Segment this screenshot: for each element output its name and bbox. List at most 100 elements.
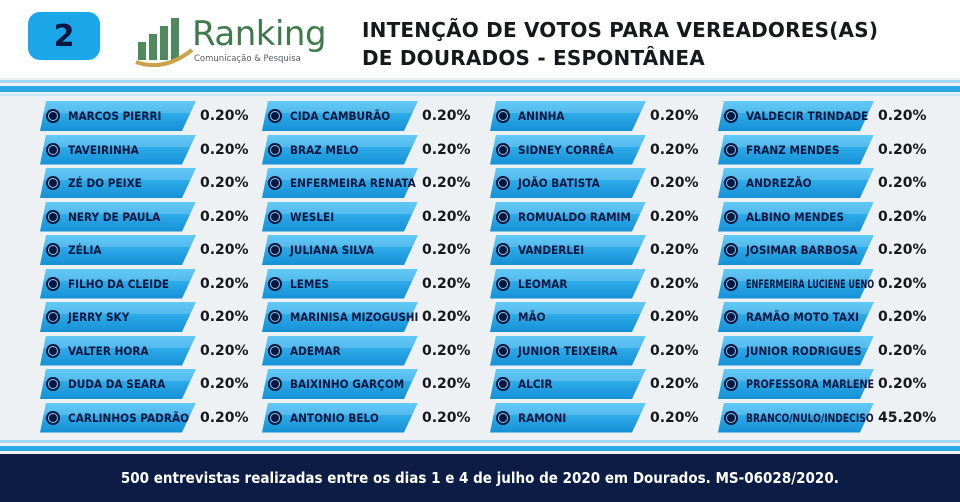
bullet-icon	[268, 276, 282, 291]
candidate-percentage: 0.20%	[878, 376, 927, 392]
candidate-name: MÃO	[518, 310, 546, 324]
candidate-name: ZÉLIA	[68, 243, 102, 257]
bullet-icon	[46, 243, 60, 257]
bullet-icon	[724, 343, 738, 358]
candidate-percentage: 0.20%	[422, 242, 471, 258]
candidate-name: ENFERMEIRA RENATA	[290, 176, 416, 190]
candidate-name: MARCOS PIERRI	[68, 109, 162, 123]
bar-chart-logo-icon	[135, 18, 194, 67]
candidate-percentage: 0.20%	[422, 208, 471, 225]
candidate-name: MARINISA MIZOGUSHI	[290, 310, 419, 324]
candidate-name-bar	[40, 336, 196, 366]
candidate-row: FRANZ MENDES 0.20%	[718, 135, 946, 165]
candidate-name-bar	[718, 101, 874, 131]
candidate-name-bar	[40, 235, 196, 265]
candidate-name: BRAZ MELO	[290, 142, 359, 157]
candidate-row: JUNIOR RODRIGUES 0.20%	[718, 336, 946, 366]
candidate-name: JULIANA SILVA	[290, 243, 375, 257]
candidate-row: JOSIMAR BARBOSA 0.20%	[718, 235, 946, 265]
candidate-name: TAVEIRINHA	[68, 142, 139, 157]
candidate-name: ZÉ DO PEIXE	[68, 176, 142, 190]
candidate-row: ENFERMEIRA RENATA 0.20%	[262, 168, 490, 198]
candidate-name: BRANCO/NULO/INDECISO	[746, 410, 874, 425]
bullet-icon	[724, 310, 738, 324]
candidate-row: TAVEIRINHA 0.20%	[40, 135, 268, 165]
candidate-percentage: 0.20%	[200, 208, 249, 225]
candidate-name: SIDNEY CORRÊA	[518, 142, 614, 157]
candidate-name-bar	[718, 135, 874, 165]
candidate-row: ALCIR 0.20%	[490, 369, 718, 399]
candidate-percentage: 0.20%	[650, 141, 699, 158]
candidate-name-bar	[262, 336, 418, 366]
candidate-row: PROFESSORA MARLENE 0.20%	[718, 369, 946, 399]
candidate-percentage: 0.20%	[200, 275, 249, 292]
candidate-name-bar	[490, 336, 646, 366]
bullet-icon	[496, 276, 510, 291]
candidate-row: ANTONIO BELO 0.20%	[262, 403, 490, 433]
candidate-name-bar	[490, 369, 646, 399]
candidate-name: JUNIOR RODRIGUES	[746, 343, 862, 358]
candidate-percentage: 0.20%	[650, 376, 699, 392]
candidate-name-bar	[718, 302, 874, 332]
candidate-name-bar	[262, 369, 418, 399]
title-line-2: DE DOURADOS - ESPONTÂNEA	[362, 46, 705, 70]
candidate-name-bar	[262, 101, 418, 131]
candidate-name: LEOMAR	[518, 276, 568, 291]
candidate-percentage: 0.20%	[650, 275, 699, 292]
candidate-name-bar	[490, 403, 646, 433]
candidate-row: ANINHA 0.20%	[490, 101, 718, 131]
candidate-percentage: 0.20%	[422, 141, 471, 158]
candidate-name: VALDECIR TRINDADE	[746, 109, 869, 123]
bottom-stripe-light	[0, 440, 960, 443]
candidate-name: ANINHA	[518, 109, 565, 123]
bottom-stripe	[0, 446, 960, 451]
candidate-row: JULIANA SILVA 0.20%	[262, 235, 490, 265]
candidate-percentage: 0.20%	[422, 175, 471, 191]
bullet-icon	[496, 142, 510, 157]
candidate-percentage: 0.20%	[650, 242, 699, 258]
bullet-icon	[496, 410, 510, 425]
candidate-percentage: 0.20%	[650, 409, 699, 426]
candidate-name: VALTER HORA	[68, 343, 149, 358]
candidate-percentage: 0.20%	[422, 108, 471, 124]
candidate-name-bar	[262, 202, 418, 232]
candidate-name-bar	[490, 269, 646, 299]
footer-note: 500 entrevistas realizadas entre os dias…	[121, 469, 839, 487]
candidate-name-bar	[490, 101, 646, 131]
candidate-row: VALTER HORA 0.20%	[40, 336, 268, 366]
candidate-row: LEOMAR 0.20%	[490, 269, 718, 299]
candidate-percentage: 0.20%	[200, 309, 249, 325]
candidate-name-bar	[40, 135, 196, 165]
page-title: INTENÇÃO DE VOTOS PARA VEREADORES(AS) DE…	[362, 16, 952, 72]
bullet-icon	[268, 209, 282, 224]
candidate-percentage: 0.20%	[200, 376, 249, 392]
candidate-name: JUNIOR TEIXEIRA	[518, 343, 618, 358]
candidate-percentage: 0.20%	[422, 376, 471, 392]
candidate-row: ANDREZÃO 0.20%	[718, 168, 946, 198]
candidate-row: BRANCO/NULO/INDECISO 45.20%	[718, 403, 946, 433]
candidate-row: FILHO DA CLEIDE 0.20%	[40, 269, 268, 299]
candidate-name: FRANZ MENDES	[746, 142, 840, 157]
candidate-name: ROMUALDO RAMIM	[518, 209, 631, 224]
bullet-icon	[724, 209, 738, 224]
candidate-name: CIDA CAMBURÃO	[290, 109, 391, 123]
slide-number: 2	[53, 18, 75, 54]
bullet-icon	[46, 209, 60, 224]
candidate-percentage: 0.20%	[878, 108, 927, 124]
candidate-row: MARINISA MIZOGUSHI 0.20%	[262, 302, 490, 332]
candidate-percentage: 0.20%	[200, 175, 249, 191]
candidate-row: LEMES 0.20%	[262, 269, 490, 299]
logo-wordmark: Ranking	[192, 14, 327, 54]
candidate-row: WESLEI 0.20%	[262, 202, 490, 232]
candidate-percentage: 0.20%	[422, 275, 471, 292]
candidate-percentage: 0.20%	[650, 108, 699, 124]
candidate-name: LEMES	[290, 276, 330, 291]
candidate-percentage: 0.20%	[878, 141, 927, 158]
bullet-icon	[724, 276, 738, 291]
candidate-name-bar	[490, 235, 646, 265]
bullet-icon	[496, 109, 510, 123]
candidate-percentage: 0.20%	[200, 409, 249, 426]
candidate-name-bar	[718, 168, 874, 198]
candidate-name-bar	[262, 269, 418, 299]
